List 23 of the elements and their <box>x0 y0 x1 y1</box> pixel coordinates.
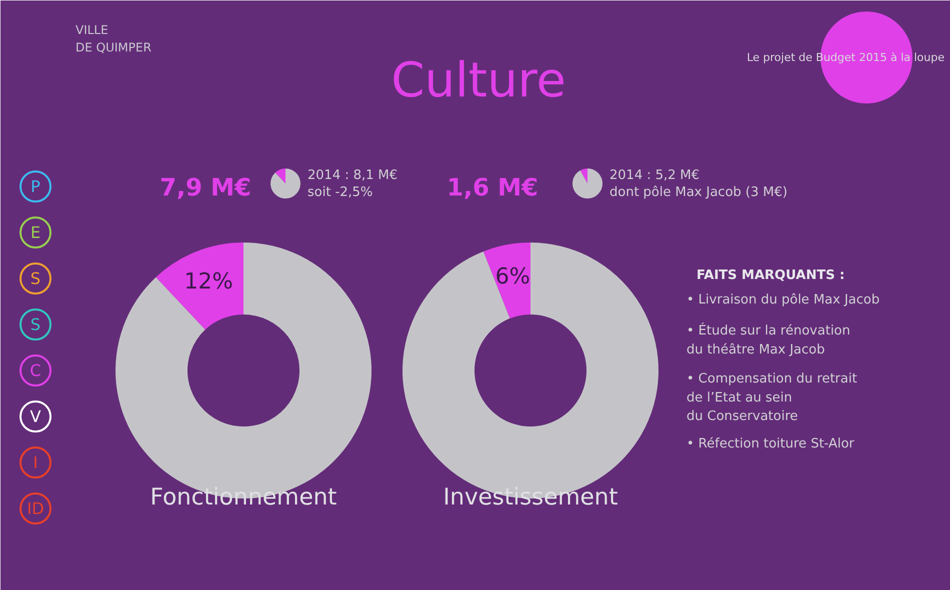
text: P <box>30 177 41 196</box>
text: V <box>30 407 42 426</box>
text: I <box>33 453 38 472</box>
text: ID <box>26 499 44 518</box>
text: • Compensation du retrait de l’Etat au sein du Conservatoire <box>686 372 858 424</box>
text: C <box>30 361 42 380</box>
text: dont pôle Max Jacob (3 M€) <box>610 185 788 200</box>
text: S <box>30 315 41 334</box>
data-label: 6% <box>495 264 530 290</box>
text: Culture <box>391 52 566 108</box>
text: • Réfection toiture St-Alor <box>686 436 855 452</box>
text: 2014 : 5,2 M€ <box>610 168 700 183</box>
text: 2014 : 8,1 M€ <box>308 168 398 183</box>
chart-title: 1,6 M€ <box>446 174 538 202</box>
text: soit -2,5% <box>308 185 373 200</box>
text: S <box>30 269 41 288</box>
chart-title: 7,9 M€ <box>160 174 252 202</box>
text: E <box>30 223 41 242</box>
text: FAITS MARQUANTS : <box>696 268 845 283</box>
text: • Livraison du pôle Max Jacob <box>686 292 880 308</box>
data-label: 12% <box>184 270 233 295</box>
text: • Étude sur la rénovation du théâtre Max Jacob <box>686 322 850 358</box>
text: VILLE DE QUIMPER <box>76 22 152 54</box>
